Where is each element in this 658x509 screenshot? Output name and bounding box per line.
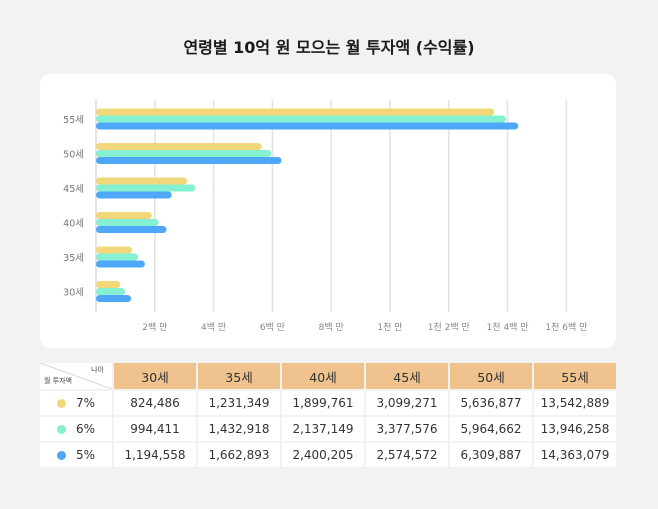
table-value-cell: 6,309,887 [450, 443, 532, 467]
bar-6pct-50세 [96, 150, 272, 157]
table-value-cell: 1,231,349 [198, 391, 280, 415]
table-value-cell: 14,363,079 [534, 443, 616, 467]
table-header-cell: 40세 [282, 363, 364, 389]
x-tick-label: 6백 만 [260, 322, 285, 333]
corner-age-label: 나이 [91, 366, 104, 374]
bar-7pct-30세 [96, 281, 121, 288]
bar-6pct-40세 [96, 219, 159, 226]
table-value-cell: 2,574,572 [366, 443, 448, 467]
bar-6pct-35세 [96, 253, 139, 261]
table-value-cell: 1,432,918 [198, 417, 280, 441]
table-value-cell: 2,400,205 [282, 443, 364, 467]
table-value-cell: 3,099,271 [366, 391, 448, 415]
x-tick-label: 2백 만 [142, 322, 167, 333]
legend-dot-icon [56, 450, 66, 460]
row-label-cell: 7% [40, 391, 112, 415]
rate-label: 6% [75, 422, 96, 436]
legend-dot-icon [56, 424, 66, 434]
table-value-cell: 13,542,889 [534, 391, 616, 415]
chart-card: 2백 만 4백 만 6백 만 8백 만 1천 만 1천 2백 만 1천 4백 만 1천 6백 … [40, 74, 616, 348]
table-value-cell: 5,636,877 [450, 391, 532, 415]
page-title: 연령별 10억 원 모으는 월 투자액 (수익률) [183, 38, 475, 57]
table-header-cell: 55세 [534, 363, 616, 389]
bar-5pct-55세 [96, 122, 519, 130]
bar-5pct-45세 [96, 191, 172, 199]
rate-label: 5% [75, 448, 96, 462]
x-tick-label: 1천 4백 만 [487, 322, 529, 333]
table-value-cell: 3,377,576 [366, 417, 448, 441]
x-tick-label: 8백 만 [319, 322, 344, 333]
y-category-label: 55세 [63, 115, 84, 126]
row-label-cell: 6% [40, 417, 112, 441]
table-value-cell: 824,486 [114, 391, 196, 415]
table-header-cell: 45세 [366, 363, 448, 389]
bar-6pct-55세 [96, 115, 507, 123]
table-value-cell: 2,137,149 [282, 417, 364, 441]
data-table: 나이 월 투자액 30세 35세 40세 45세 50세 55세 7% 824,486 1,23… [40, 363, 616, 467]
bar-6pct-45세 [96, 184, 196, 192]
table-corner-header: 나이 월 투자액 [40, 363, 112, 389]
row-label-cell: 5% [40, 443, 112, 467]
table-header-cell: 30세 [114, 363, 196, 389]
bar-5pct-40세 [96, 226, 167, 233]
bar-chart: 2백 만 4백 만 6백 만 8백 만 1천 만 1천 2백 만 1천 4백 만 1천 6백 … [63, 100, 587, 333]
legend-dot-icon [56, 398, 66, 408]
bar-5pct-35세 [96, 260, 145, 268]
corner-amount-label: 월 투자액 [44, 377, 72, 385]
x-tick-label: 1천 6백 만 [545, 322, 587, 333]
x-tick-label: 4백 만 [201, 322, 226, 333]
bar-6pct-30세 [96, 288, 126, 295]
y-category-label: 50세 [63, 150, 84, 161]
table-value-cell: 994,411 [114, 417, 196, 441]
table-value-cell: 5,964,662 [450, 417, 532, 441]
y-category-label: 30세 [63, 288, 84, 299]
bar-7pct-40세 [96, 212, 152, 219]
rate-label: 7% [75, 396, 96, 410]
bar-7pct-35세 [96, 246, 133, 254]
table-value-cell: 1,194,558 [114, 443, 196, 467]
table-value-cell: 1,662,893 [198, 443, 280, 467]
y-category-label: 45세 [63, 184, 84, 195]
table-header-cell: 50세 [450, 363, 532, 389]
x-tick-label: 1천 만 [377, 322, 402, 333]
table-header-cell: 35세 [198, 363, 280, 389]
table-value-cell: 13,946,258 [534, 417, 616, 441]
table-value-cell: 1,899,761 [282, 391, 364, 415]
bar-7pct-45세 [96, 177, 188, 185]
bar-7pct-55세 [96, 108, 495, 116]
y-category-label: 40세 [63, 219, 84, 230]
y-category-label: 35세 [63, 253, 84, 264]
bar-7pct-50세 [96, 143, 262, 150]
bar-5pct-30세 [96, 295, 132, 302]
bar-5pct-50세 [96, 157, 282, 164]
x-tick-label: 1천 2백 만 [428, 322, 470, 333]
